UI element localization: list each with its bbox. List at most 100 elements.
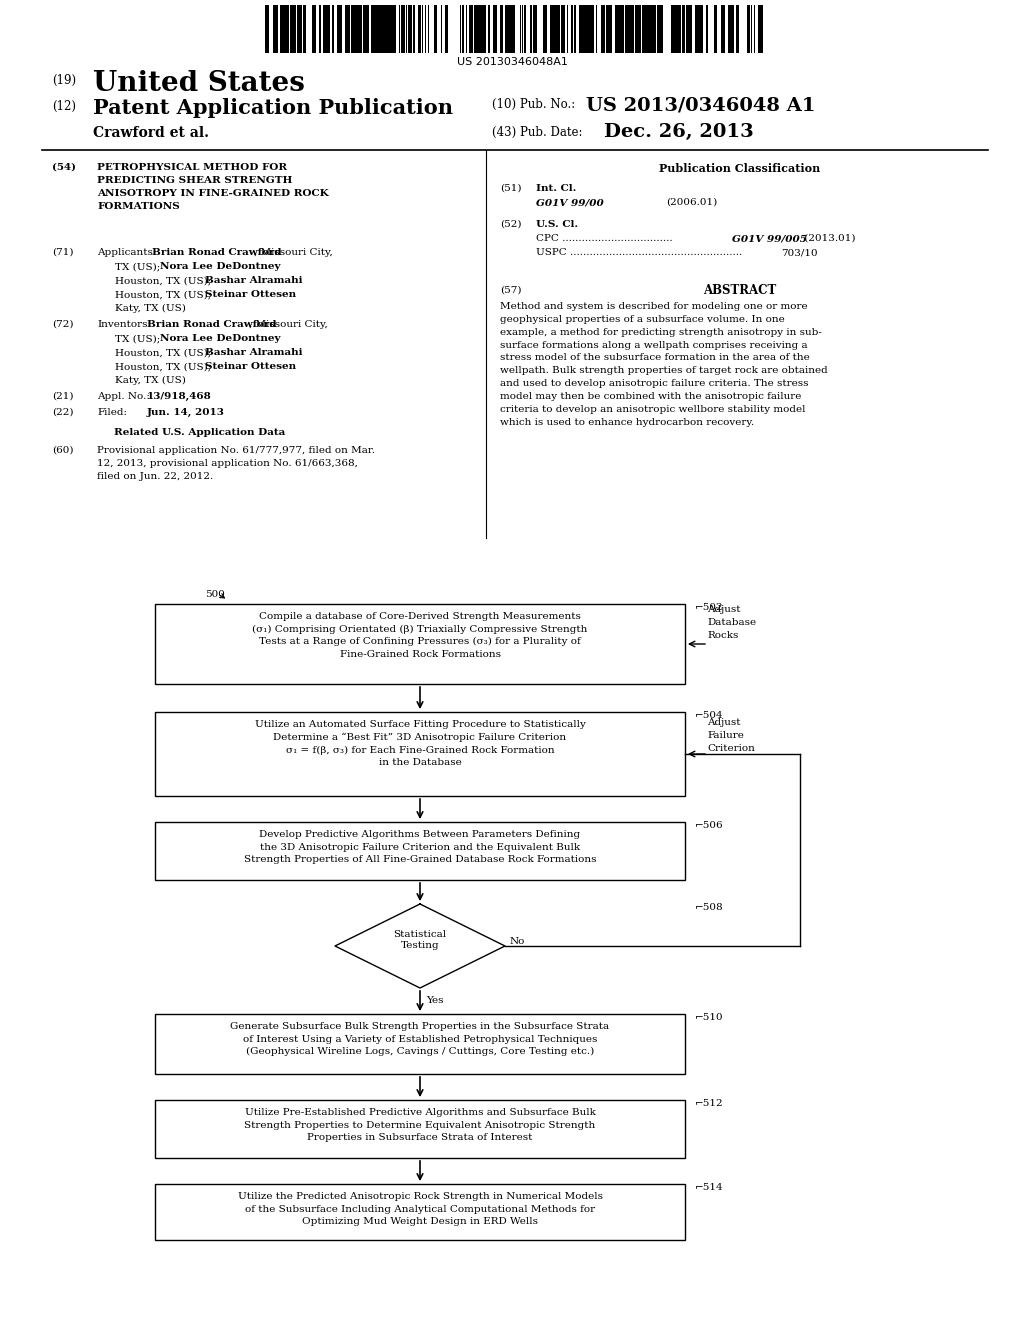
Text: (52): (52) [500, 220, 521, 228]
Bar [556, 5, 559, 53]
Text: (10) Pub. No.:: (10) Pub. No.: [492, 98, 575, 111]
Bar [265, 5, 267, 53]
Text: ⌐512: ⌐512 [695, 1100, 724, 1107]
Bar [495, 5, 497, 53]
Bar [474, 5, 477, 53]
Text: G01V 99/00: G01V 99/00 [536, 198, 604, 207]
Text: Failure: Failure [707, 731, 743, 741]
Text: , Missouri City,: , Missouri City, [249, 319, 328, 329]
Bar [630, 5, 632, 53]
Bar [332, 5, 334, 53]
Text: Steinar Ottesen: Steinar Ottesen [205, 362, 296, 371]
Bar [510, 5, 512, 53]
Bar [345, 5, 348, 53]
Text: Criterion: Criterion [707, 744, 755, 752]
Bar [348, 5, 350, 53]
Bar [482, 5, 485, 53]
Bar [434, 5, 437, 53]
Text: (2006.01): (2006.01) [666, 198, 717, 207]
Bar [386, 5, 388, 53]
Text: Database: Database [707, 618, 756, 627]
Bar [658, 5, 660, 53]
Bar [337, 5, 340, 53]
Bar [642, 5, 644, 53]
Bar [759, 5, 761, 53]
Text: (54): (54) [52, 162, 76, 172]
Bar [730, 5, 733, 53]
Text: (12): (12) [52, 100, 76, 114]
Text: Houston, TX (US);: Houston, TX (US); [115, 348, 211, 356]
Bar [586, 5, 588, 53]
Bar [273, 5, 275, 53]
Bar [155, 605, 685, 684]
Text: (2013.01): (2013.01) [801, 234, 855, 243]
Text: US 2013/0346048 A1: US 2013/0346048 A1 [586, 96, 815, 114]
Bar [675, 5, 678, 53]
Text: Utilize an Automated Surface Fitting Procedure to Statistically
Determine a “Bes: Utilize an Automated Surface Fitting Pro… [255, 719, 586, 767]
Bar [155, 1014, 685, 1074]
Text: (22): (22) [52, 408, 74, 417]
Bar [340, 5, 342, 53]
Bar [552, 5, 554, 53]
Text: U.S. Cl.: U.S. Cl. [536, 220, 579, 228]
Bar [413, 5, 415, 53]
Bar [505, 5, 507, 53]
Bar [445, 5, 449, 53]
Bar [589, 5, 591, 53]
Bar [351, 5, 354, 53]
Text: Publication Classification: Publication Classification [659, 162, 820, 174]
Bar [155, 1184, 685, 1239]
Text: Crawford et al.: Crawford et al. [93, 125, 209, 140]
Bar [390, 5, 393, 53]
Text: (19): (19) [52, 74, 76, 87]
Bar [408, 5, 411, 53]
Text: Nora Lee DeDontney: Nora Lee DeDontney [160, 261, 281, 271]
Text: Patent Application Publication: Patent Application Publication [93, 98, 453, 117]
Bar [672, 5, 675, 53]
Text: Appl. No.:: Appl. No.: [97, 392, 150, 401]
Text: Houston, TX (US);: Houston, TX (US); [115, 290, 211, 300]
Text: Int. Cl.: Int. Cl. [536, 183, 577, 193]
Text: Adjust: Adjust [707, 605, 740, 614]
Text: Brian Ronad Crawford: Brian Ronad Crawford [147, 319, 276, 329]
Bar [388, 5, 390, 53]
Bar [418, 5, 420, 53]
Bar [275, 5, 278, 53]
Bar [689, 5, 691, 53]
Bar [501, 5, 503, 53]
Text: ⌐508: ⌐508 [695, 903, 724, 912]
Bar [554, 5, 556, 53]
Bar [375, 5, 377, 53]
Text: (71): (71) [52, 248, 74, 257]
Bar [530, 5, 532, 53]
Text: Houston, TX (US);: Houston, TX (US); [115, 362, 211, 371]
Text: ⌐514: ⌐514 [695, 1183, 724, 1192]
Text: Method and system is described for modeling one or more
geophysical properties o: Method and system is described for model… [500, 302, 827, 426]
Bar [746, 5, 750, 53]
Bar [698, 5, 701, 53]
Text: (72): (72) [52, 319, 74, 329]
Text: 500: 500 [205, 590, 225, 599]
Bar [563, 5, 565, 53]
Bar [286, 5, 289, 53]
Text: ⌐504: ⌐504 [695, 711, 724, 719]
Bar [679, 5, 681, 53]
Text: (43) Pub. Date:: (43) Pub. Date: [492, 125, 583, 139]
Bar [648, 5, 651, 53]
Bar [706, 5, 708, 53]
Bar [155, 711, 685, 796]
Text: Filed:: Filed: [97, 408, 127, 417]
Bar [620, 5, 622, 53]
Bar [366, 5, 369, 53]
Bar [714, 5, 717, 53]
Text: No: No [510, 937, 525, 946]
Bar [580, 5, 582, 53]
Bar [280, 5, 283, 53]
Bar [582, 5, 585, 53]
Bar [722, 5, 724, 53]
Bar [524, 5, 526, 53]
Bar [378, 5, 381, 53]
Bar [602, 5, 605, 53]
Text: ⌐510: ⌐510 [695, 1012, 724, 1022]
Bar [402, 5, 406, 53]
